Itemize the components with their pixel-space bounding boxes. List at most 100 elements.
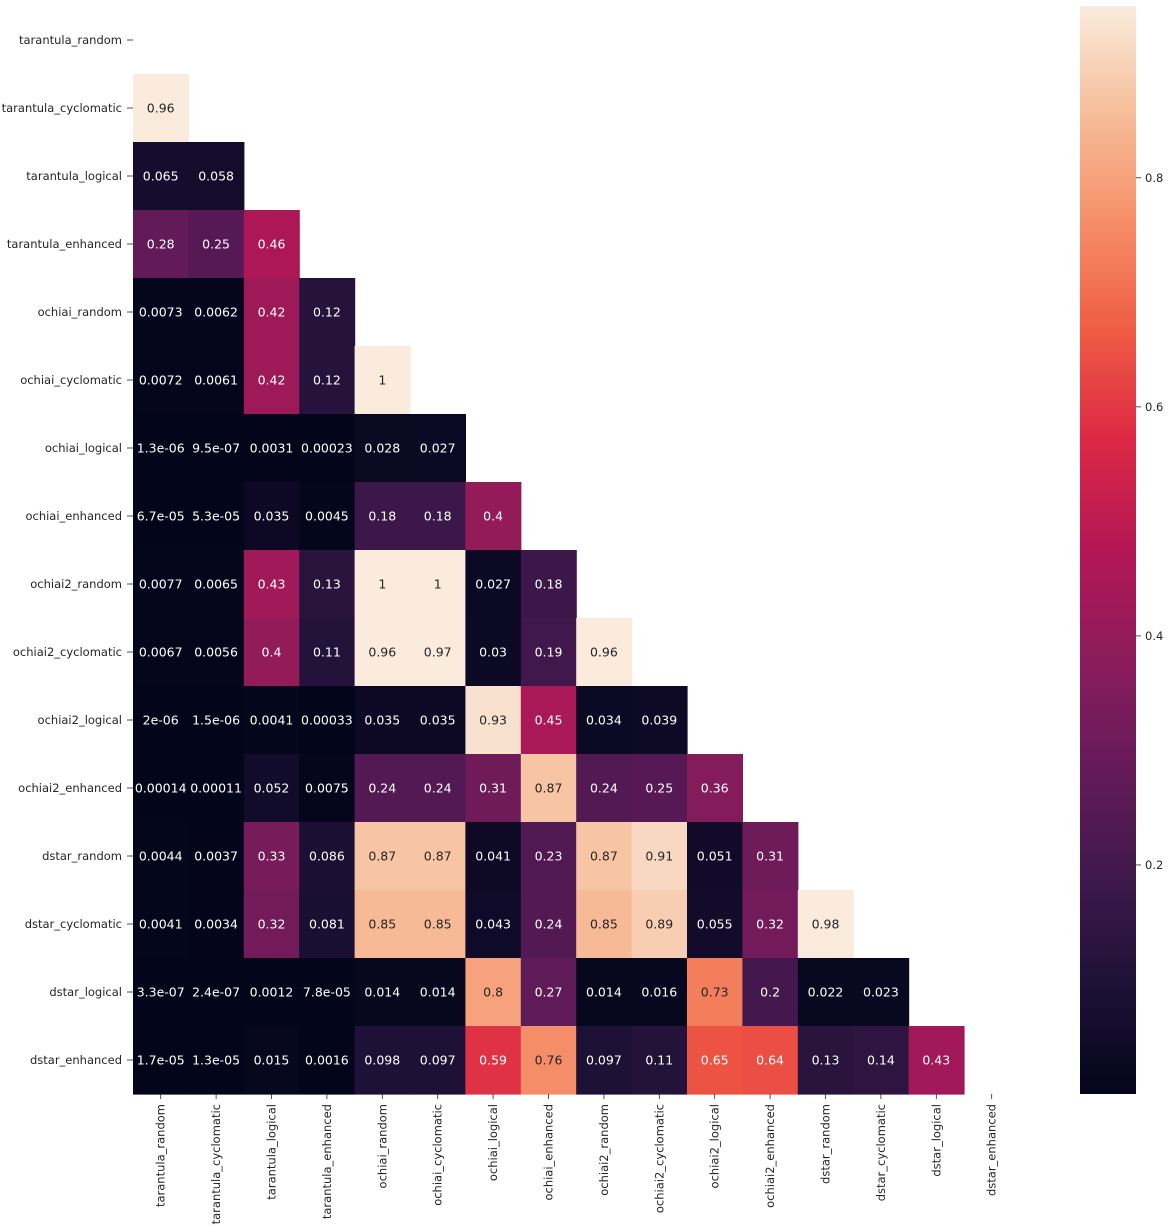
cell-value-label: 0.87 [368, 849, 396, 864]
cell-value-label: 0.052 [254, 781, 290, 796]
heatmap-cell-3-1 [188, 210, 245, 279]
x-tick-label: ochiai2_enhanced [763, 1104, 777, 1208]
heatmap-cell-4-2 [243, 278, 300, 347]
heatmap-cell-14-12 [797, 958, 854, 1027]
heatmap-cell-5-0 [133, 346, 189, 415]
heatmap-cell-5-3 [299, 346, 356, 415]
heatmap-cell-14-6 [465, 958, 522, 1027]
cell-value-label: 1.7e-05 [137, 1053, 185, 1068]
cell-value-label: 0.4 [483, 509, 503, 524]
cell-value-label: 0.18 [535, 577, 563, 592]
cell-value-label: 0.014 [364, 985, 400, 1000]
heatmap-cell-14-13 [853, 958, 910, 1027]
heatmap-cell-10-7 [520, 686, 577, 755]
cell-value-label: 0.015 [254, 1053, 290, 1068]
heatmap-cell-15-4 [354, 1026, 411, 1095]
heatmap-cell-12-1 [188, 822, 245, 891]
cell-value-label: 0.055 [697, 917, 733, 932]
x-tick-label: dstar_logical [929, 1104, 943, 1177]
cell-value-label: 0.0077 [139, 577, 183, 592]
cell-value-label: 0.0012 [250, 985, 294, 1000]
heatmap-cell-14-9 [631, 958, 688, 1027]
heatmap-cell-10-8 [576, 686, 633, 755]
heatmap-cell-15-9 [631, 1026, 688, 1095]
cell-value-label: 0.0061 [194, 373, 238, 388]
x-tick-label: tarantula_enhanced [320, 1104, 334, 1219]
cell-value-label: 0.85 [368, 917, 396, 932]
cell-value-label: 0.98 [812, 917, 840, 932]
heatmap-cell-14-0 [133, 958, 189, 1027]
heatmap-cell-8-4 [354, 550, 411, 619]
cell-value-label: 1.3e-06 [137, 441, 185, 456]
heatmap-cell-13-5 [410, 890, 466, 959]
cell-value-label: 0.022 [808, 985, 844, 1000]
cell-value-label: 0.85 [590, 917, 618, 932]
x-tick-label: ochiai2_random [597, 1104, 611, 1196]
cell-value-label: 0.0056 [194, 645, 238, 660]
y-tick-label: dstar_enhanced [30, 1053, 122, 1067]
x-tick-label: dstar_random [819, 1104, 833, 1184]
cell-value-label: 0.027 [420, 441, 456, 456]
y-tick-label: ochiai_cyclomatic [20, 373, 122, 387]
heatmap-cell-11-5 [410, 754, 466, 823]
cell-value-label: 0.051 [697, 849, 733, 864]
cell-value-label: 2.4e-07 [192, 985, 240, 1000]
cell-value-label: 0.96 [368, 645, 396, 660]
heatmap-cell-6-3 [299, 414, 356, 483]
cell-value-label: 0.14 [867, 1053, 895, 1068]
heatmap-cell-14-5 [410, 958, 466, 1027]
cell-value-label: 0.00011 [190, 781, 242, 796]
heatmap-cell-14-11 [742, 958, 799, 1027]
heatmap-cell-13-2 [243, 890, 300, 959]
cell-value-label: 0.00033 [301, 713, 353, 728]
heatmap-cell-7-6 [465, 482, 522, 551]
heatmap-cell-12-7 [520, 822, 577, 891]
cell-value-label: 0.00023 [301, 441, 353, 456]
cell-value-label: 0.11 [645, 1053, 673, 1068]
cell-value-label: 0.034 [586, 713, 622, 728]
cell-value-label: 0.65 [701, 1053, 729, 1068]
cell-value-label: 1 [434, 577, 442, 592]
cell-value-label: 0.0041 [250, 713, 294, 728]
cell-value-label: 0.28 [147, 237, 175, 252]
cell-value-label: 0.097 [586, 1053, 622, 1068]
heatmap-cell-12-11 [742, 822, 799, 891]
x-tick-label: ochiai_cyclomatic [431, 1104, 445, 1206]
x-tick-label: ochiai_enhanced [542, 1104, 556, 1201]
cell-value-label: 2e-06 [143, 713, 179, 728]
heatmap-cell-14-4 [354, 958, 411, 1027]
cell-value-label: 0.87 [590, 849, 618, 864]
heatmap-cell-15-10 [687, 1026, 743, 1095]
cell-value-label: 0.27 [535, 985, 563, 1000]
cell-value-label: 0.035 [364, 713, 400, 728]
heatmap-cell-6-0 [133, 414, 189, 483]
heatmap-cell-12-3 [299, 822, 356, 891]
heatmap-cell-15-11 [742, 1026, 799, 1095]
cell-value-label: 0.93 [479, 713, 507, 728]
heatmap-cell-15-8 [576, 1026, 633, 1095]
heatmap-cell-3-2 [243, 210, 300, 279]
cell-value-label: 7.8e-05 [303, 985, 351, 1000]
colorbar-tick-label: 0.6 [1145, 400, 1163, 414]
heatmap-cell-8-6 [465, 550, 522, 619]
heatmap-cell-15-6 [465, 1026, 522, 1095]
y-tick-label: dstar_random [42, 849, 122, 863]
heatmap-cell-11-10 [687, 754, 743, 823]
cell-value-label: 0.12 [313, 373, 341, 388]
heatmap-cell-11-8 [576, 754, 633, 823]
y-tick-label: tarantula_enhanced [7, 237, 122, 251]
heatmap-cell-13-0 [133, 890, 189, 959]
heatmap-cell-12-9 [631, 822, 688, 891]
heatmap-cell-15-5 [410, 1026, 466, 1095]
cell-value-label: 0.081 [309, 917, 345, 932]
cell-value-label: 0.18 [368, 509, 396, 524]
cell-value-label: 0.43 [258, 577, 286, 592]
cell-value-label: 0.0034 [194, 917, 238, 932]
heatmap-cell-4-1 [188, 278, 245, 347]
cell-value-label: 0.76 [535, 1053, 563, 1068]
x-tick-label: tarantula_cyclomatic [209, 1104, 223, 1224]
heatmap-cell-11-1 [188, 754, 245, 823]
y-tick-label: tarantula_logical [26, 169, 122, 183]
y-tick-label: ochiai_enhanced [25, 509, 122, 523]
heatmap-cell-11-3 [299, 754, 356, 823]
